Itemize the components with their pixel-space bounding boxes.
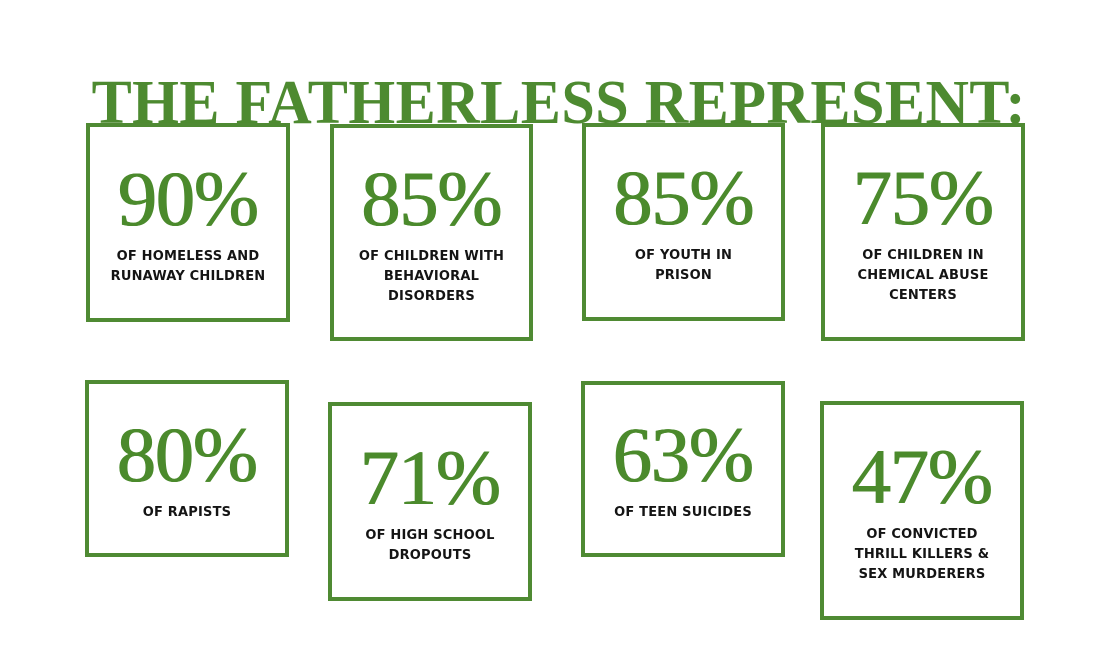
stat-card-homeless: 90% OF HOMELESS AND RUNAWAY CHILDREN	[86, 123, 290, 322]
stat-caption: OF CHILDREN IN CHEMICAL ABUSE CENTERS	[857, 248, 989, 303]
stat-card-rapists: 80% OF RAPISTS	[85, 380, 289, 557]
stat-caption: OF CHILDREN WITH BEHAVIORAL DISORDERS	[358, 248, 505, 304]
stat-card-dropouts: 71% OF HIGH SCHOOL DROPOUTS	[328, 402, 532, 601]
stat-value: 80%	[117, 410, 258, 498]
stat-value: 63%	[613, 411, 754, 498]
stat-card-chemical-abuse: 75% OF CHILDREN IN CHEMICAL ABUSE CENTER…	[821, 123, 1025, 341]
stat-value: 75%	[853, 154, 994, 241]
stat-card-teen-suicides: 63% OF TEEN SUICIDES	[581, 381, 785, 557]
stat-card-youth-in-prison: 85% OF YOUTH IN PRISON	[582, 123, 785, 321]
stat-value: 85%	[613, 154, 755, 241]
stat-card-behavioral-disorders: 85% OF CHILDREN WITH BEHAVIORAL DISORDER…	[330, 124, 533, 341]
stat-value: 47%	[852, 432, 993, 520]
stat-caption: OF RAPISTS	[142, 504, 232, 520]
stat-caption: OF TEEN SUICIDES	[614, 505, 752, 520]
stat-caption: OF YOUTH IN PRISON	[634, 248, 733, 283]
stat-card-convicted-killers: 47% OF CONVICTED THRILL KILLERS & SEX MU…	[820, 401, 1024, 620]
stat-value: 71%	[360, 433, 501, 521]
stat-caption: OF CONVICTED THRILL KILLERS & SEX MURDER…	[854, 526, 990, 582]
stat-caption: OF HOMELESS AND RUNAWAY CHILDREN	[110, 248, 266, 284]
stat-value: 90%	[118, 154, 259, 242]
stat-value: 85%	[361, 154, 503, 242]
stat-caption: OF HIGH SCHOOL DROPOUTS	[365, 527, 495, 563]
